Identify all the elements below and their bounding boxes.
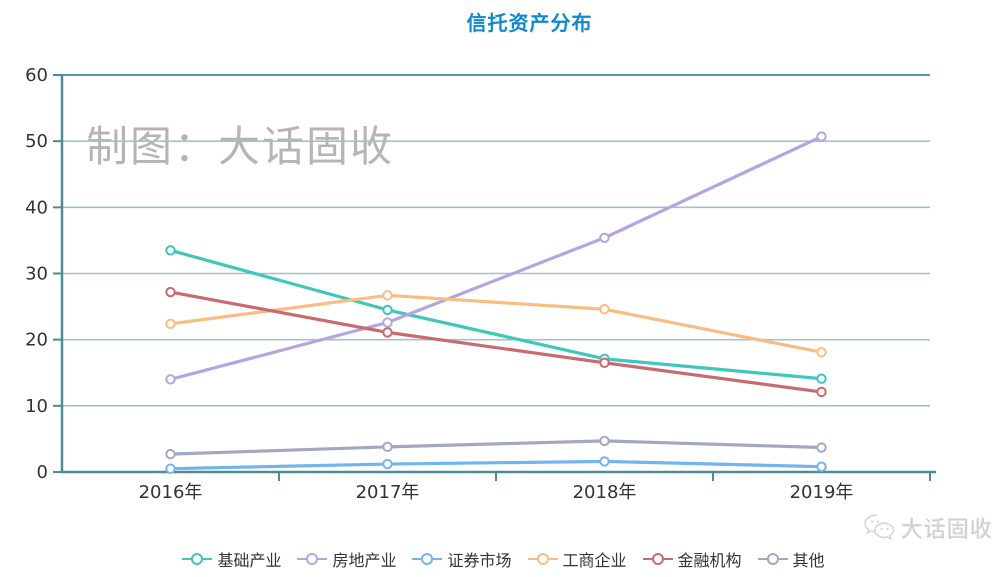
y-tick-label: 60 xyxy=(25,65,48,86)
x-tick-label: 2016年 xyxy=(139,482,203,503)
y-tick-label: 50 xyxy=(25,131,48,152)
data-point[interactable] xyxy=(165,374,176,385)
series-line-1 xyxy=(168,134,824,381)
data-point[interactable] xyxy=(382,317,393,328)
legend-item-3[interactable]: 工商企业 xyxy=(527,547,627,571)
line-chart-plot: 0 10 20 30 40 50 60 2016年 2017年 2018年 2019年 xyxy=(25,65,936,503)
series-line-3 xyxy=(168,293,824,354)
data-point[interactable] xyxy=(382,304,393,316)
brand-name: 大话固收 xyxy=(900,518,993,543)
series-line-5 xyxy=(168,439,824,456)
watermark-text: 制图：大话固收 xyxy=(86,122,395,171)
data-point[interactable] xyxy=(599,232,610,243)
data-point[interactable] xyxy=(165,463,176,474)
data-point[interactable] xyxy=(382,441,393,453)
data-point[interactable] xyxy=(816,386,827,398)
data-point[interactable] xyxy=(382,458,393,470)
data-point[interactable] xyxy=(816,461,827,472)
x-tick-label: 2017年 xyxy=(356,482,420,503)
y-tick-label: 30 xyxy=(25,264,48,285)
legend-marker xyxy=(297,553,328,565)
data-point[interactable] xyxy=(382,327,393,338)
legend-marker xyxy=(412,553,443,565)
legend-label: 金融机构 xyxy=(677,551,742,570)
data-point[interactable] xyxy=(382,290,393,301)
data-point[interactable] xyxy=(816,347,827,358)
series-line-0 xyxy=(168,248,824,381)
legend-label: 基础产业 xyxy=(217,551,282,570)
legend-marker xyxy=(527,553,558,565)
y-tick-label: 20 xyxy=(25,330,48,351)
data-point[interactable] xyxy=(599,357,610,369)
chart-title: 信托资产分布 xyxy=(466,11,593,35)
legend: 基础产业 房地产业 证券市场 工商企业 金融机构 其他 xyxy=(0,545,1007,573)
brand-logo: 大话固收 xyxy=(863,512,993,544)
x-tick-label: 2018年 xyxy=(573,482,637,503)
wechat-icon xyxy=(864,514,895,541)
legend-label: 房地产业 xyxy=(332,551,397,570)
legend-label: 工商企业 xyxy=(562,551,627,570)
series-line-4 xyxy=(168,290,824,394)
legend-marker xyxy=(642,553,673,565)
data-point[interactable] xyxy=(599,435,610,447)
data-point[interactable] xyxy=(165,286,176,298)
x-tick-label: 2019年 xyxy=(790,482,854,503)
series-line-2 xyxy=(168,459,824,471)
data-point[interactable] xyxy=(599,456,610,467)
legend-label: 其他 xyxy=(792,551,825,570)
legend-marker xyxy=(757,553,788,565)
data-point[interactable] xyxy=(165,448,176,460)
data-point[interactable] xyxy=(816,442,827,453)
legend-label: 证券市场 xyxy=(447,551,512,570)
legend-item-5[interactable]: 其他 xyxy=(757,547,825,571)
data-point[interactable] xyxy=(816,373,827,384)
data-point[interactable] xyxy=(165,318,176,329)
y-tick-label: 0 xyxy=(37,462,48,483)
y-tick-label: 40 xyxy=(25,197,48,218)
legend-item-1[interactable]: 房地产业 xyxy=(297,547,396,571)
legend-item-2[interactable]: 证券市场 xyxy=(412,547,512,571)
legend-marker xyxy=(182,553,213,565)
y-tick-label: 10 xyxy=(25,396,48,417)
data-point[interactable] xyxy=(816,131,827,142)
data-point[interactable] xyxy=(599,304,610,315)
legend-item-4[interactable]: 金融机构 xyxy=(642,547,742,571)
data-point[interactable] xyxy=(165,245,176,256)
legend-item-0[interactable]: 基础产业 xyxy=(182,547,281,571)
